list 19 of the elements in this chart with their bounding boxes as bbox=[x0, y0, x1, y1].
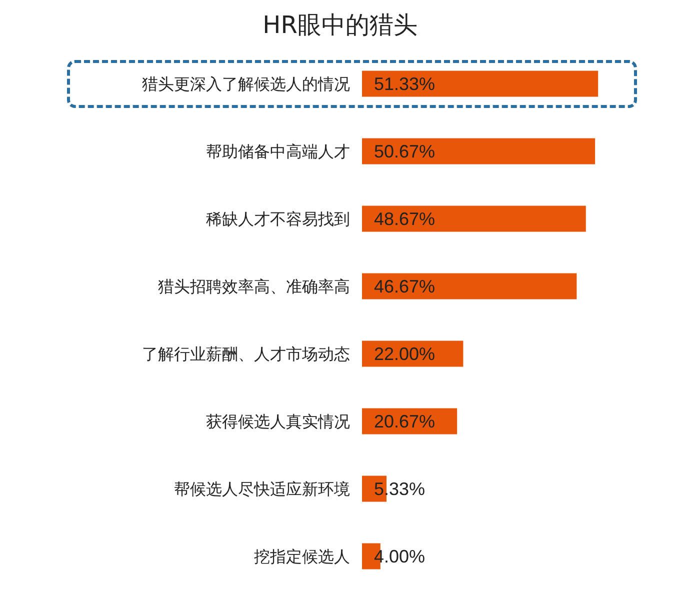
bar bbox=[362, 206, 586, 232]
bar bbox=[362, 70, 598, 97]
y-tick-label: 猎头更深入了解候选人的情况 bbox=[142, 74, 350, 94]
y-tick-label: 获得候选人真实情况 bbox=[206, 412, 350, 431]
y-tick-label: 稀缺人才不容易找到 bbox=[206, 209, 350, 228]
y-tick-label: 帮候选人尽快适应新环境 bbox=[174, 479, 350, 498]
data-label: 46.67% bbox=[374, 276, 436, 296]
data-label: 48.67% bbox=[374, 208, 436, 229]
y-tick-label: 猎头招聘效率高、准确率高 bbox=[158, 276, 350, 296]
y-tick-label: 了解行业薪酬、人才市场动态 bbox=[142, 344, 350, 364]
data-label: 51.33% bbox=[374, 74, 436, 94]
data-label: 20.67% bbox=[374, 411, 436, 432]
bar bbox=[362, 138, 596, 164]
y-tick-label: 挖指定候选人 bbox=[254, 546, 350, 566]
chart-title: HR眼中的猎头 bbox=[262, 11, 418, 39]
y-tick-label: 帮助储备中高端人才 bbox=[206, 142, 350, 161]
bar bbox=[362, 273, 577, 300]
data-label: 50.67% bbox=[374, 141, 436, 162]
data-label: 22.00% bbox=[374, 344, 436, 364]
